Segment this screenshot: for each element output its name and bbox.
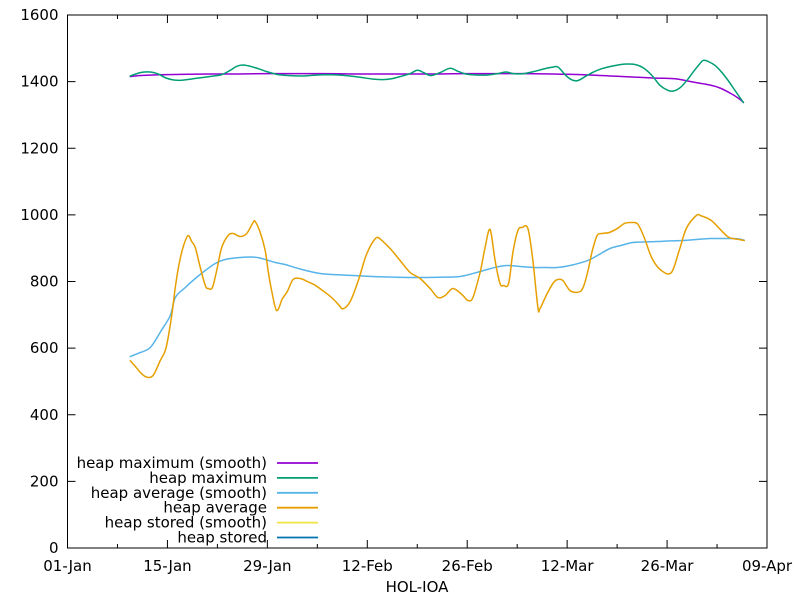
x-axis-title: HOL-IOA [386,578,450,596]
y-tick-label: 800 [30,273,59,291]
y-tick-label: 1400 [20,73,58,91]
legend-label-heap-maximum: heap maximum [149,469,267,487]
series-heap-maximum [129,59,745,104]
legend-label-heap-average-smooth: heap average (smooth) [91,484,267,502]
y-tick-label: 1600 [20,6,58,24]
y-tick-label: 1200 [20,139,58,157]
legend-label-heap-average: heap average [163,499,267,517]
legend-label-heap-maximum-smooth: heap maximum (smooth) [77,454,267,472]
legend-label-heap-stored-smooth: heap stored (smooth) [105,514,267,532]
x-tick-label: 29-Jan [243,557,291,575]
x-tick-label: 12-Mar [541,557,595,575]
x-tick-label: 26-Feb [442,557,493,575]
x-tick-label: 26-Mar [641,557,695,575]
y-tick-label: 1000 [20,206,58,224]
x-tick-label: 12-Feb [342,557,393,575]
y-tick-label: 400 [30,406,59,424]
series-heap-maximum-smooth [129,72,745,104]
y-tick-label: 0 [49,539,59,557]
y-tick-label: 200 [30,472,59,490]
y-tick-label: 600 [30,339,59,357]
x-tick-label: 01-Jan [43,557,91,575]
x-tick-label: 15-Jan [143,557,191,575]
x-tick-label: 09-Apr [742,557,793,575]
legend-label-heap-stored: heap stored [177,529,267,547]
series-heap-average-smooth [129,237,745,358]
series-heap-average [129,213,745,379]
